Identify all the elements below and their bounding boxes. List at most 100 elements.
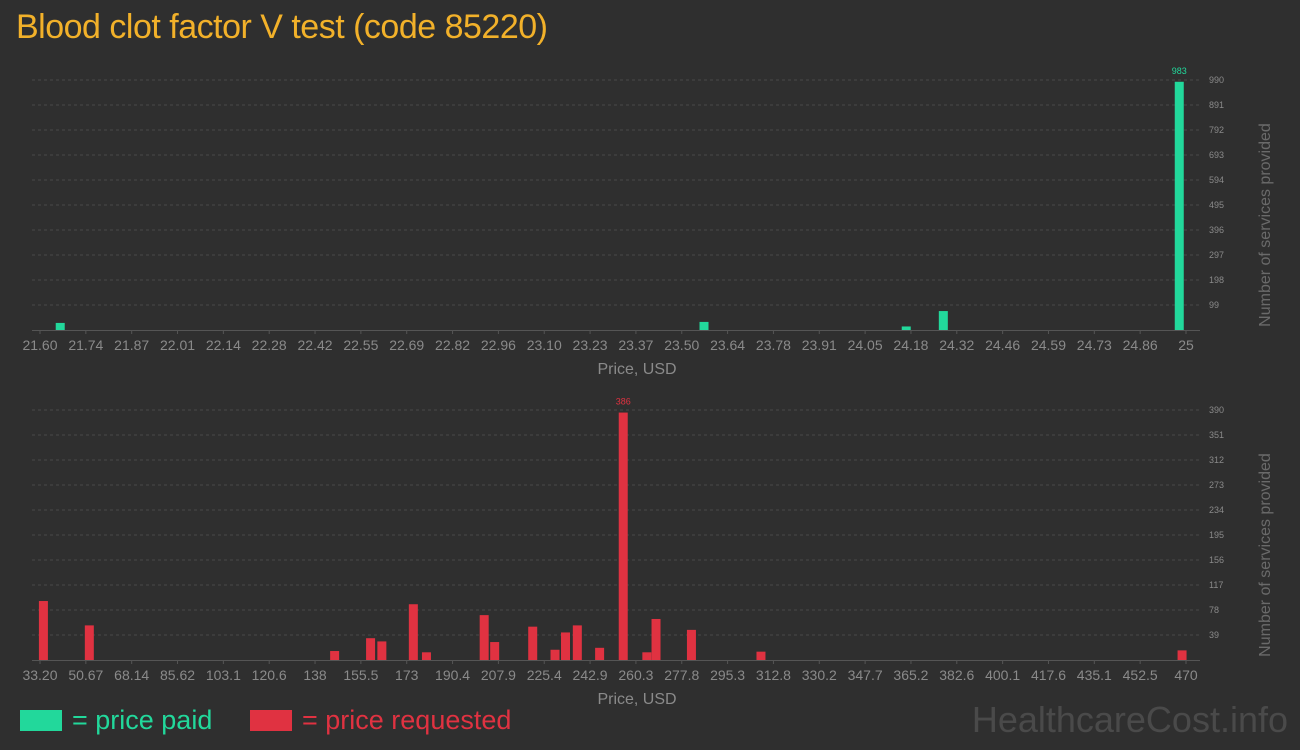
y-tick-label: 195 [1209, 530, 1224, 540]
histogram-bar [1174, 81, 1184, 331]
y-axis-label: Number of services provided [1257, 123, 1274, 327]
histogram-bar [528, 626, 538, 660]
x-tick-label: 24.86 [1123, 337, 1158, 353]
y-axis-label: Number of services provided [1257, 453, 1274, 657]
y-tick-label: 99 [1209, 300, 1219, 310]
x-tick-label: 330.2 [802, 667, 837, 683]
x-tick-label: 33.20 [22, 667, 57, 683]
histogram-bar [377, 641, 387, 660]
x-tick-label: 50.67 [68, 667, 103, 683]
x-tick-label: 207.9 [481, 667, 516, 683]
x-tick-label: 24.46 [985, 337, 1020, 353]
x-tick-label: 22.28 [252, 337, 287, 353]
x-tick-label: 22.14 [206, 337, 241, 353]
x-tick-label: 173 [395, 667, 419, 683]
histogram-bar [55, 322, 65, 330]
x-tick-label: 277.8 [664, 667, 699, 683]
x-tick-label: 24.32 [939, 337, 974, 353]
x-tick-label: 21.87 [114, 337, 149, 353]
x-tick-label: 21.60 [22, 337, 57, 353]
x-tick-label: 103.1 [206, 667, 241, 683]
x-axis-label: Price, USD [597, 691, 676, 708]
x-tick-label: 22.01 [160, 337, 195, 353]
histogram-bar [938, 311, 948, 330]
histogram-bar [366, 638, 376, 660]
histogram-bar [38, 601, 48, 660]
page-title: Blood clot factor V test (code 85220) [16, 8, 548, 46]
histogram-bar [330, 651, 340, 660]
legend-paid-swatch [20, 709, 62, 731]
x-tick-label: 23.78 [756, 337, 791, 353]
histogram-bar [479, 615, 489, 660]
histogram-bar [84, 625, 94, 660]
histogram-bar [490, 642, 500, 660]
legend-price-paid: = price paid [20, 705, 212, 735]
y-tick-label: 156 [1209, 555, 1224, 565]
y-tick-label: 297 [1209, 250, 1224, 260]
x-tick-label: 347.7 [848, 667, 883, 683]
x-tick-label: 23.23 [573, 337, 608, 353]
legend-paid-label: = price paid [72, 704, 213, 735]
y-tick-label: 396 [1209, 225, 1224, 235]
y-tick-label: 273 [1209, 480, 1224, 490]
y-tick-label: 495 [1209, 200, 1224, 210]
histogram-bar [756, 651, 766, 660]
y-tick-label: 594 [1209, 175, 1224, 185]
x-tick-label: 21.74 [68, 337, 103, 353]
x-tick-label: 22.42 [298, 337, 333, 353]
x-tick-label: 400.1 [985, 667, 1020, 683]
histogram-bar [901, 326, 911, 330]
x-tick-label: 22.96 [481, 337, 516, 353]
x-tick-label: 24.73 [1077, 337, 1112, 353]
histogram-bar [651, 618, 661, 660]
y-tick-label: 390 [1209, 405, 1224, 415]
x-tick-label: 435.1 [1077, 667, 1112, 683]
y-tick-label: 234 [1209, 505, 1224, 515]
y-tick-label: 693 [1209, 150, 1224, 160]
legend-requested-swatch [250, 709, 292, 731]
x-tick-label: 23.37 [618, 337, 653, 353]
histogram-bar [1177, 650, 1187, 660]
x-tick-label: 225.4 [527, 667, 562, 683]
x-tick-label: 470 [1174, 667, 1198, 683]
histogram-bar [572, 625, 582, 660]
x-tick-label: 24.59 [1031, 337, 1066, 353]
x-tick-label: 24.05 [848, 337, 883, 353]
legend-requested-label: = price requested [302, 704, 512, 735]
x-tick-label: 452.5 [1123, 667, 1158, 683]
x-tick-label: 365.2 [893, 667, 928, 683]
x-tick-label: 155.5 [343, 667, 378, 683]
histogram-bar [686, 629, 696, 660]
x-tick-label: 312.8 [756, 667, 791, 683]
x-tick-label: 23.91 [802, 337, 837, 353]
y-tick-label: 39 [1209, 630, 1219, 640]
x-tick-label: 23.50 [664, 337, 699, 353]
x-tick-label: 295.3 [710, 667, 745, 683]
x-tick-label: 138 [303, 667, 327, 683]
peak-value-label: 386 [616, 397, 631, 407]
histogram-bar [595, 647, 605, 660]
histogram-bar [618, 412, 628, 660]
x-tick-label: 190.4 [435, 667, 470, 683]
x-axis-label: Price, USD [597, 361, 676, 378]
y-tick-label: 792 [1209, 125, 1224, 135]
x-tick-label: 22.55 [343, 337, 378, 353]
y-tick-label: 117 [1209, 580, 1223, 590]
x-tick-label: 23.64 [710, 337, 745, 353]
x-tick-label: 68.14 [114, 667, 149, 683]
histogram-bar [642, 652, 652, 660]
x-tick-label: 242.9 [573, 667, 608, 683]
y-tick-label: 891 [1209, 100, 1224, 110]
histogram-bar [421, 652, 431, 660]
histogram-bar [408, 604, 418, 660]
x-tick-label: 22.82 [435, 337, 470, 353]
x-tick-label: 23.10 [527, 337, 562, 353]
x-tick-label: 24.18 [893, 337, 928, 353]
x-tick-label: 85.62 [160, 667, 195, 683]
histogram-bar [561, 632, 571, 660]
x-tick-label: 260.3 [618, 667, 653, 683]
x-tick-label: 22.69 [389, 337, 424, 353]
x-tick-label: 417.6 [1031, 667, 1066, 683]
y-tick-label: 198 [1209, 275, 1224, 285]
